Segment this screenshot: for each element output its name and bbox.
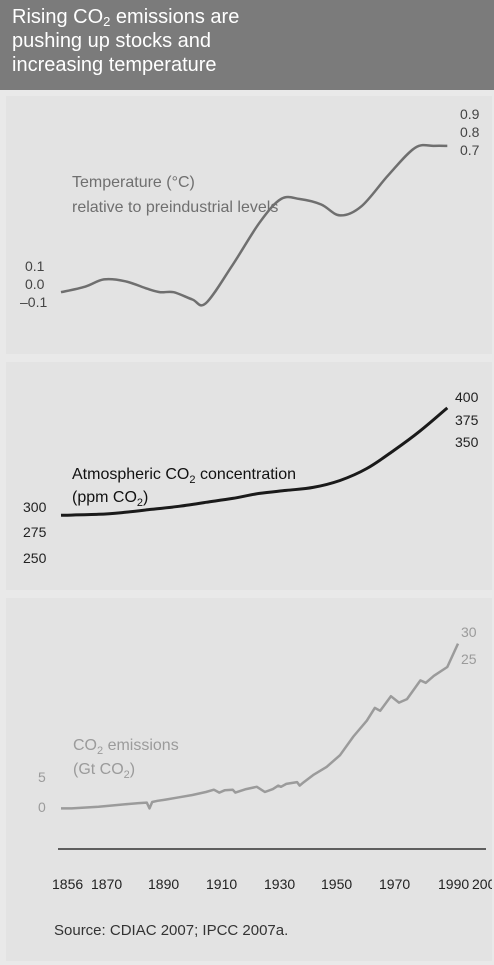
x-tick-label: 2004	[472, 876, 492, 892]
emissions-label-line-2: (Gt CO2)	[73, 761, 135, 781]
concentration-label-line-2: (ppm CO2)	[72, 489, 148, 509]
temperature-right-tick: 0.8	[460, 124, 480, 140]
concentration-right-tick: 350	[455, 434, 479, 450]
header-banner: Rising CO2 emissions are pushing up stoc…	[0, 0, 494, 90]
emissions-right-tick: 25	[461, 651, 477, 667]
x-axis-tick-labels: 1856 1870 1890 1910 1930 1950 1970 19902004	[52, 876, 492, 892]
concentration-right-tick: 375	[455, 412, 479, 428]
emissions-left-tick: 5	[38, 769, 46, 785]
x-tick-label: 1856	[52, 876, 83, 892]
concentration-series-line	[60, 406, 449, 517]
header-line-3: increasing temperature	[12, 54, 217, 76]
concentration-left-tick: 300	[23, 499, 47, 515]
emissions-left-tick: 0	[38, 799, 46, 815]
x-tick-label: 1950	[321, 876, 352, 892]
emissions-chart: CO2 emissions (Gt CO2) 5 0 30 25 1856 187…	[38, 624, 492, 892]
concentration-right-tick: 400	[455, 389, 479, 405]
x-tick-label: 1910	[206, 876, 237, 892]
source-note: Source: CDIAC 2007; IPCC 2007a.	[54, 922, 289, 939]
temperature-chart: Temperature (°C) relative to preindustri…	[20, 106, 480, 310]
concentration-chart: Atmospheric CO2 concentration (ppm CO2) …	[23, 389, 479, 566]
temperature-right-tick: 0.9	[460, 106, 480, 122]
emissions-label-line-1: CO2 emissions	[73, 737, 179, 757]
x-tick-label: 1870	[91, 876, 122, 892]
temperature-label-line-2: relative to preindustrial levels	[72, 199, 278, 216]
concentration-label-line-1: Atmospheric CO2 concentration	[72, 466, 296, 486]
header-line-2: pushing up stocks and	[12, 30, 212, 52]
temperature-right-tick: 0.7	[460, 142, 480, 158]
concentration-left-tick: 250	[23, 550, 47, 566]
x-tick-label: 1930	[264, 876, 295, 892]
header-line-1: Rising CO2 emissions are	[12, 6, 240, 29]
emissions-series-line	[61, 643, 460, 810]
concentration-left-tick: 275	[23, 524, 47, 540]
temperature-series-line	[60, 143, 448, 307]
x-tick-label: 1990	[438, 876, 469, 892]
temperature-left-tick: 0.0	[25, 276, 45, 292]
x-tick-label: 1970	[379, 876, 410, 892]
x-tick-label: 1890	[148, 876, 179, 892]
temperature-left-tick: –0.1	[20, 294, 47, 310]
emissions-right-tick: 30	[461, 624, 477, 640]
temperature-left-tick: 0.1	[25, 258, 45, 274]
temperature-panel: Temperature (°C) relative to preindustri…	[6, 96, 492, 354]
emissions-panel: CO2 emissions (Gt CO2) 5 0 30 25 1856 187…	[6, 598, 492, 961]
temperature-label-line-1: Temperature (°C)	[72, 174, 195, 191]
concentration-panel: Atmospheric CO2 concentration (ppm CO2) …	[6, 362, 492, 590]
